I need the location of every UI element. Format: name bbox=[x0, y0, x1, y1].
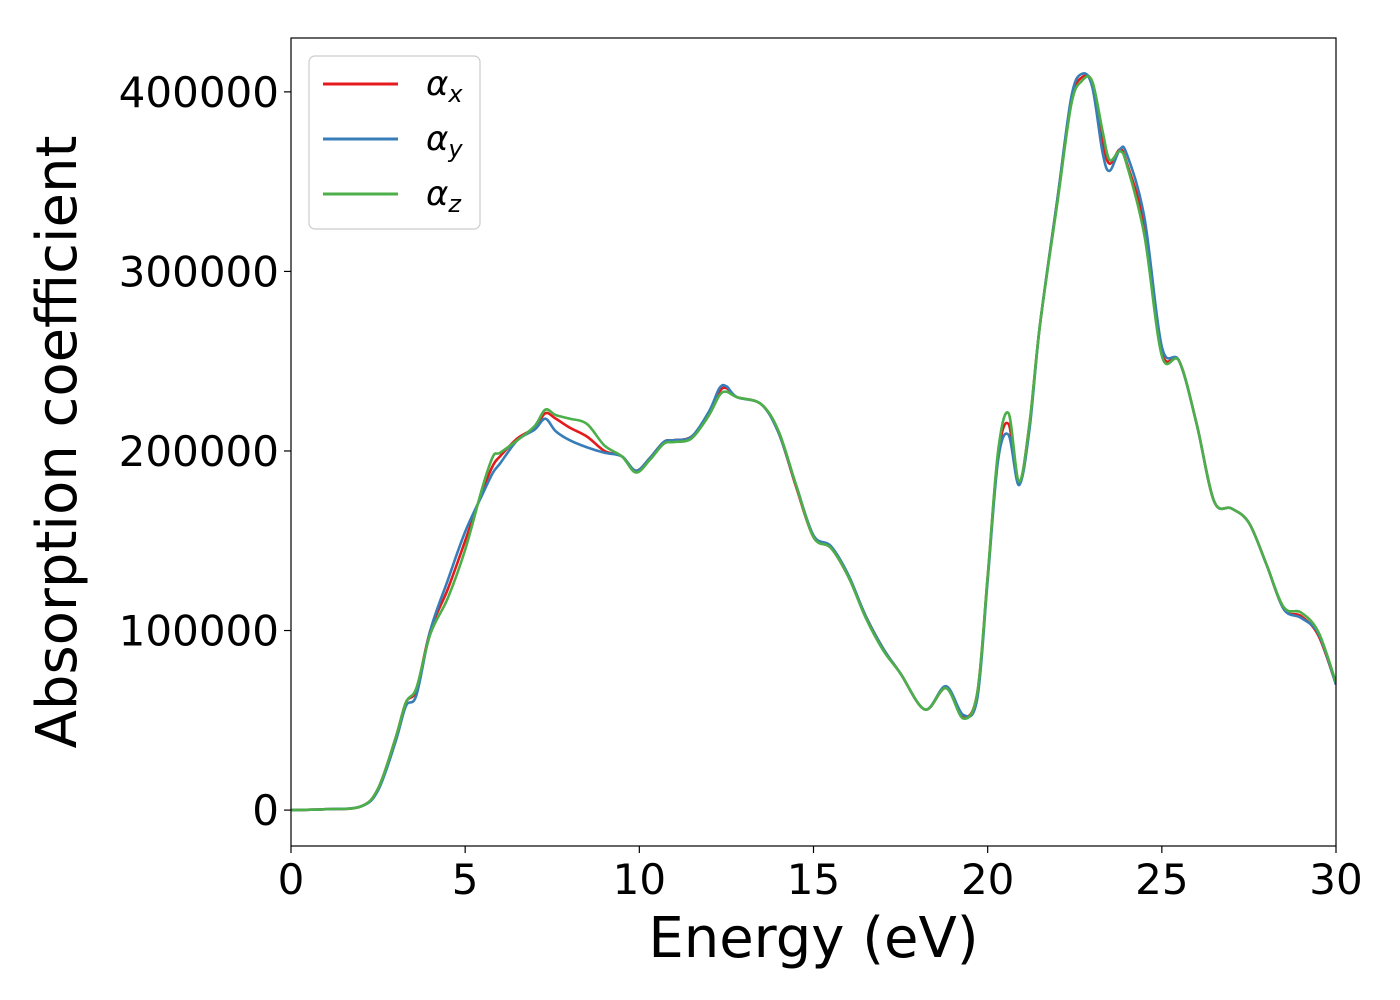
legend-label-y: αy bbox=[426, 119, 463, 163]
y-axis-title: Absorption coefficient bbox=[25, 136, 90, 749]
x-tick-label: 30 bbox=[1309, 855, 1362, 904]
legend-label-x: αx bbox=[426, 64, 463, 108]
x-tick-label: 10 bbox=[613, 855, 666, 904]
legend-box bbox=[308, 55, 481, 230]
x-tick-label: 15 bbox=[787, 855, 840, 904]
y-tick-label: 100000 bbox=[119, 607, 279, 656]
legend-label-z: αz bbox=[426, 174, 462, 218]
x-tick-label: 25 bbox=[1135, 855, 1188, 904]
x-tick-label: 0 bbox=[278, 855, 305, 904]
y-tick-label: 200000 bbox=[119, 427, 279, 476]
y-tick-label: 0 bbox=[252, 786, 279, 835]
y-tick-label: 400000 bbox=[119, 68, 279, 117]
y-tick-label: 300000 bbox=[119, 247, 279, 296]
series-line-z bbox=[291, 75, 1336, 812]
series-layer bbox=[291, 71, 1336, 812]
y-axis-ticks: 0 100000 200000 300000 400000 bbox=[119, 68, 291, 835]
x-axis-ticks: 0 5 10 15 20 25 30 bbox=[278, 846, 1363, 904]
legend: αx αy αz bbox=[308, 55, 481, 230]
x-axis-title: Energy (eV) bbox=[648, 906, 978, 971]
x-tick-label: 20 bbox=[961, 855, 1014, 904]
x-tick-label: 5 bbox=[452, 855, 479, 904]
